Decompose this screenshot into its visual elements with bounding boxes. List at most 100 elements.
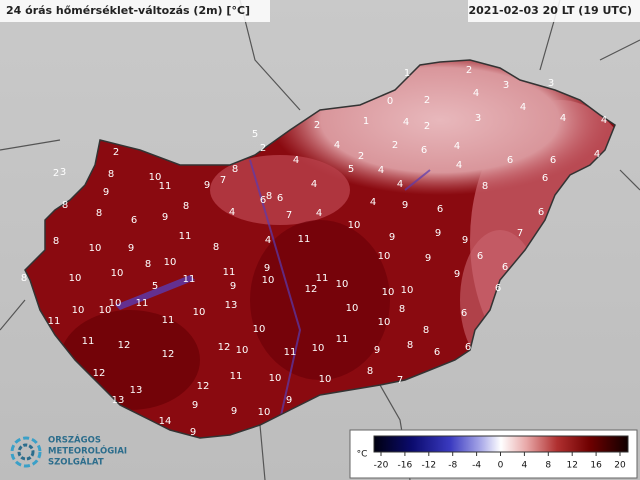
- station-value: 8: [53, 236, 59, 247]
- colorbar: [373, 435, 629, 453]
- station-value: 2: [392, 140, 398, 151]
- station-value: 10: [89, 243, 102, 254]
- station-value: 5: [152, 281, 158, 292]
- station-value: 10: [336, 279, 349, 290]
- station-value: 9: [286, 395, 292, 406]
- logo: ORSZÁGOS METEOROLÓGIAI SZOLGÁLAT: [10, 434, 127, 468]
- station-value: 10: [319, 374, 332, 385]
- station-value: 6: [550, 155, 556, 166]
- station-value: 12: [162, 349, 175, 360]
- station-value: 11: [336, 334, 349, 345]
- station-value: 6: [260, 195, 266, 206]
- station-value: 8: [183, 201, 189, 212]
- station-value: 6: [538, 207, 544, 218]
- station-value: 6: [542, 173, 548, 184]
- station-value: 2: [424, 95, 430, 106]
- station-value: 11: [183, 274, 196, 285]
- station-value: 3: [503, 80, 509, 91]
- timestamp: 2021-02-03 20 LT (19 UTC): [468, 4, 632, 17]
- station-value: 10: [348, 220, 361, 231]
- station-value: 2: [53, 168, 59, 179]
- station-value: 8: [213, 242, 219, 253]
- station-value: 2: [358, 151, 364, 162]
- logo-text: SZOLGÁLAT: [48, 456, 104, 468]
- colorbar-tick-label: -16: [398, 461, 413, 471]
- station-value: 6: [131, 215, 137, 226]
- station-value: 4: [594, 149, 600, 160]
- station-value: 10: [378, 317, 391, 328]
- station-value: 5: [252, 129, 258, 140]
- station-value: 6: [461, 308, 467, 319]
- colorbar-tick-label: -4: [472, 461, 481, 471]
- station-value: 4: [311, 179, 317, 190]
- station-value: 9: [454, 269, 460, 280]
- station-value: 10: [382, 287, 395, 298]
- logo-text: METEOROLÓGIAI: [48, 445, 127, 457]
- station-value: 6: [277, 193, 283, 204]
- station-value: 10: [253, 324, 266, 335]
- title: 24 órás hőmérséklet-változás (2m) [°C]: [6, 4, 250, 17]
- station-value: 9: [192, 400, 198, 411]
- station-value: 14: [159, 416, 172, 427]
- station-value: 8: [482, 181, 488, 192]
- station-value: 6: [507, 155, 513, 166]
- station-value: 10: [109, 298, 122, 309]
- station-value: 10: [262, 275, 275, 286]
- title-box: [0, 0, 270, 22]
- station-value: 9: [389, 232, 395, 243]
- station-value: 9: [462, 235, 468, 246]
- station-value: 7: [286, 210, 292, 221]
- station-value: 9: [402, 200, 408, 211]
- station-value: 11: [48, 316, 61, 327]
- station-value: 4: [560, 113, 566, 124]
- station-value: 9: [435, 228, 441, 239]
- station-value: 3: [475, 113, 481, 124]
- station-value: 10: [401, 285, 414, 296]
- station-value: 9: [190, 427, 196, 438]
- colorbar-unit: °C: [357, 450, 368, 460]
- station-value: 10: [236, 345, 249, 356]
- station-value: 4: [378, 165, 384, 176]
- colorbar-tick-label: -20: [374, 461, 389, 471]
- station-value: 4: [316, 208, 322, 219]
- station-value: 9: [204, 180, 210, 191]
- station-value: 10: [193, 307, 206, 318]
- station-value: 10: [69, 273, 82, 284]
- station-value: 8: [423, 325, 429, 336]
- station-value: 8: [96, 208, 102, 219]
- station-value: 11: [223, 267, 236, 278]
- station-value: 8: [399, 304, 405, 315]
- colorbar-tick-label: 0: [498, 461, 504, 471]
- station-value: 9: [374, 345, 380, 356]
- station-value: 8: [266, 191, 272, 202]
- station-value: 9: [103, 187, 109, 198]
- colorbar-tick-label: -12: [421, 461, 436, 471]
- station-value: 1: [404, 68, 410, 79]
- colorbar-tick-label: 20: [614, 461, 626, 471]
- station-value: 4: [403, 117, 409, 128]
- station-value: 13: [112, 395, 125, 406]
- station-value: 4: [265, 235, 271, 246]
- station-value: 12: [218, 342, 231, 353]
- station-value: 4: [520, 102, 526, 113]
- station-value: 6: [495, 283, 501, 294]
- station-value: 13: [130, 385, 143, 396]
- station-value: 10: [258, 407, 271, 418]
- colorbar-tick-label: 16: [590, 461, 602, 471]
- station-value: 11: [159, 181, 172, 192]
- station-value: 7: [517, 228, 523, 239]
- station-value: 2: [113, 147, 119, 158]
- station-value: 11: [162, 315, 175, 326]
- station-value: 8: [108, 169, 114, 180]
- station-value: 4: [397, 179, 403, 190]
- station-value: 0: [387, 96, 393, 107]
- station-value: 11: [298, 234, 311, 245]
- station-value: 9: [264, 263, 270, 274]
- colorbar-tick-label: 4: [522, 461, 528, 471]
- station-value: 6: [477, 251, 483, 262]
- station-value: 2: [466, 65, 472, 76]
- station-value: 5: [348, 164, 354, 175]
- station-value: 8: [145, 259, 151, 270]
